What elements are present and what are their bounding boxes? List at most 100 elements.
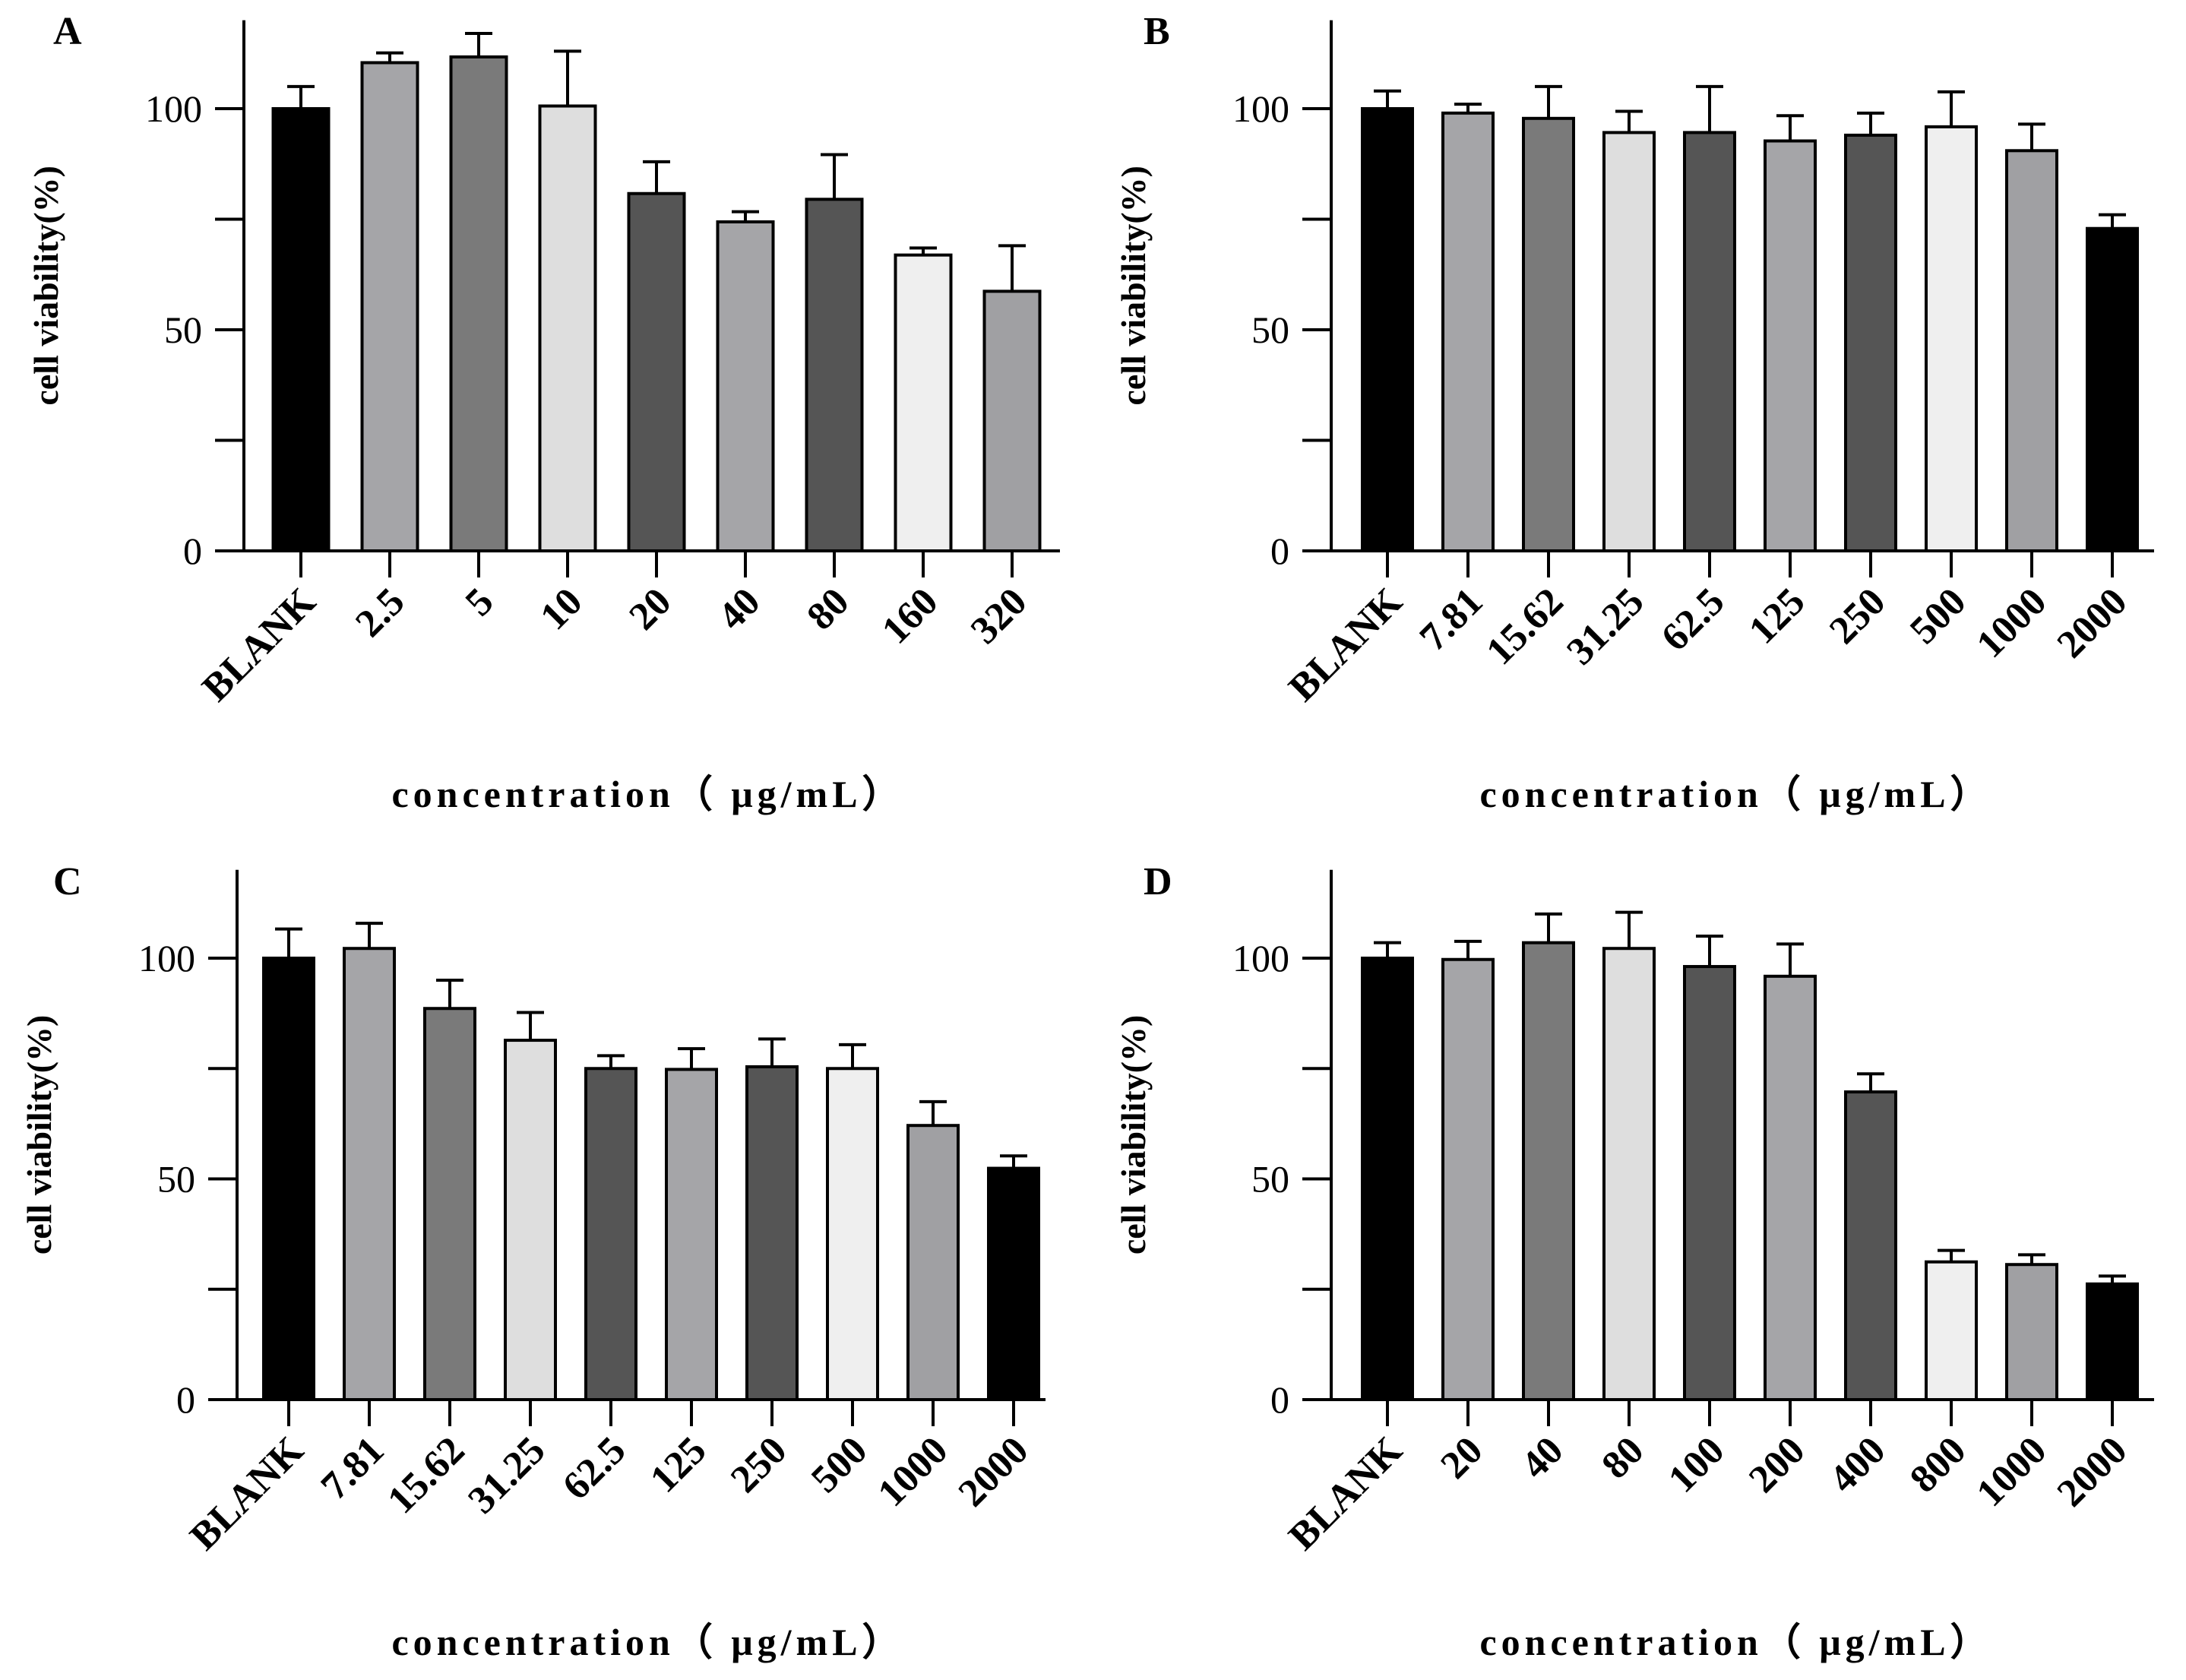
x-tick-label: 200 [1741, 1428, 1813, 1501]
x-tick-label: 62.5 [555, 1428, 634, 1508]
bar [1844, 1090, 1897, 1401]
bar [745, 1065, 799, 1402]
x-tick-label: 7.81 [1412, 580, 1492, 660]
bar [504, 1039, 557, 1402]
x-tick-label: 400 [1821, 1428, 1893, 1501]
bar [1925, 125, 1978, 552]
y-tick-label: 0 [183, 530, 202, 572]
x-tick-label: 2000 [2049, 1428, 2136, 1515]
x-tick-label: BLANK [194, 580, 324, 710]
bar [1764, 139, 1817, 552]
x-axis-title: concentration（ μg/mL） [391, 773, 904, 815]
y-tick-label: 0 [1270, 530, 1289, 572]
panel-label: A [53, 10, 82, 53]
bar [1844, 133, 1897, 553]
y-axis-title: cell viability(%) [20, 1015, 59, 1255]
x-tick-label: 800 [1902, 1428, 1974, 1501]
bar [1602, 131, 1656, 553]
bar [360, 61, 419, 553]
bar [538, 104, 597, 552]
bar [2005, 1263, 2058, 1401]
x-tick-label: 5 [457, 580, 502, 625]
bar [805, 198, 864, 552]
x-axis-title: concentration（ μg/mL） [391, 1621, 904, 1663]
panel-c: C 0 50 100 cell viability(%) concentration（ μ… [20, 860, 1046, 1663]
bar [1522, 941, 1575, 1402]
bar [262, 957, 315, 1401]
bar [906, 1124, 960, 1401]
bar [343, 947, 396, 1401]
y-axis-title: cell viability(%) [1114, 1015, 1153, 1255]
bar [423, 1007, 476, 1401]
x-tick-label: 15.62 [379, 1428, 473, 1522]
x-tick-label: 40 [1513, 1428, 1571, 1487]
bar [1683, 131, 1736, 553]
y-tick-label: 50 [1251, 1158, 1289, 1201]
bar [665, 1068, 718, 1401]
bar [826, 1067, 879, 1401]
x-tick-label: 15.62 [1478, 580, 1571, 673]
y-tick-label: 50 [1251, 308, 1289, 351]
bar [2086, 226, 2139, 552]
y-tick-label: 100 [1232, 937, 1289, 979]
bar [987, 1166, 1040, 1402]
x-tick-label: 80 [799, 580, 857, 638]
x-tick-label: 31.25 [460, 1428, 553, 1522]
panel-label: C [53, 860, 82, 903]
bar [1602, 947, 1656, 1401]
bar [1925, 1260, 1978, 1402]
x-tick-label: 125 [1741, 580, 1813, 652]
panel-d: D 0 50 100 cell viability(%) concentration（ μ… [1114, 860, 2154, 1663]
x-tick-label: BLANK [1280, 1428, 1410, 1558]
x-tick-label: 20 [621, 580, 679, 638]
bar [894, 253, 953, 552]
panel-label: B [1144, 10, 1170, 53]
bar [1361, 957, 1414, 1401]
x-tick-label: 125 [642, 1428, 714, 1501]
bar [449, 55, 508, 552]
bar [1441, 957, 1495, 1402]
x-tick-label: 500 [803, 1428, 875, 1501]
x-tick-label: 2000 [951, 1428, 1037, 1515]
bar [2005, 149, 2058, 553]
x-tick-label: 62.5 [1653, 580, 1733, 660]
x-tick-label: 2000 [2049, 580, 2136, 666]
x-tick-label: 320 [963, 580, 1035, 652]
x-tick-label: 160 [874, 580, 946, 652]
x-tick-label: 7.81 [313, 1428, 393, 1508]
y-tick-label: 0 [1270, 1378, 1289, 1421]
x-tick-label: 10 [532, 580, 590, 638]
x-tick-label: 20 [1432, 1428, 1491, 1487]
x-axis-title: concentration（ μg/mL） [1479, 1621, 1992, 1663]
bar [716, 220, 775, 552]
x-tick-label: 1000 [1969, 580, 2055, 666]
y-tick-label: 100 [138, 937, 195, 979]
bar [584, 1067, 637, 1401]
panel-label: D [1144, 860, 1172, 903]
bar [1764, 974, 1817, 1402]
bar [1522, 116, 1575, 552]
x-axis-title: concentration（ μg/mL） [1479, 773, 1992, 815]
y-tick-label: 100 [145, 87, 202, 130]
y-axis-title: cell viability(%) [27, 166, 65, 406]
y-tick-label: 50 [164, 308, 202, 351]
x-tick-label: BLANK [1280, 580, 1410, 710]
x-tick-label: 500 [1902, 580, 1974, 652]
x-tick-label: 40 [710, 580, 768, 638]
bar [1361, 107, 1414, 552]
bar [982, 289, 1042, 552]
x-tick-label: BLANK [182, 1428, 312, 1558]
bar [2086, 1282, 2139, 1401]
x-tick-label: 250 [723, 1428, 795, 1501]
bar [1441, 111, 1495, 552]
y-axis-title: cell viability(%) [1114, 166, 1153, 406]
x-tick-label: 250 [1821, 580, 1893, 652]
x-tick-label: 2.5 [347, 580, 413, 645]
bar [1683, 965, 1736, 1401]
panel-a: A 0 50 100 cell viability(%) concentration（ μ… [27, 10, 1060, 815]
x-tick-label: 100 [1660, 1428, 1732, 1501]
x-tick-label: 80 [1593, 1428, 1652, 1487]
x-tick-label: 1000 [1969, 1428, 2055, 1515]
y-tick-label: 0 [176, 1378, 195, 1421]
